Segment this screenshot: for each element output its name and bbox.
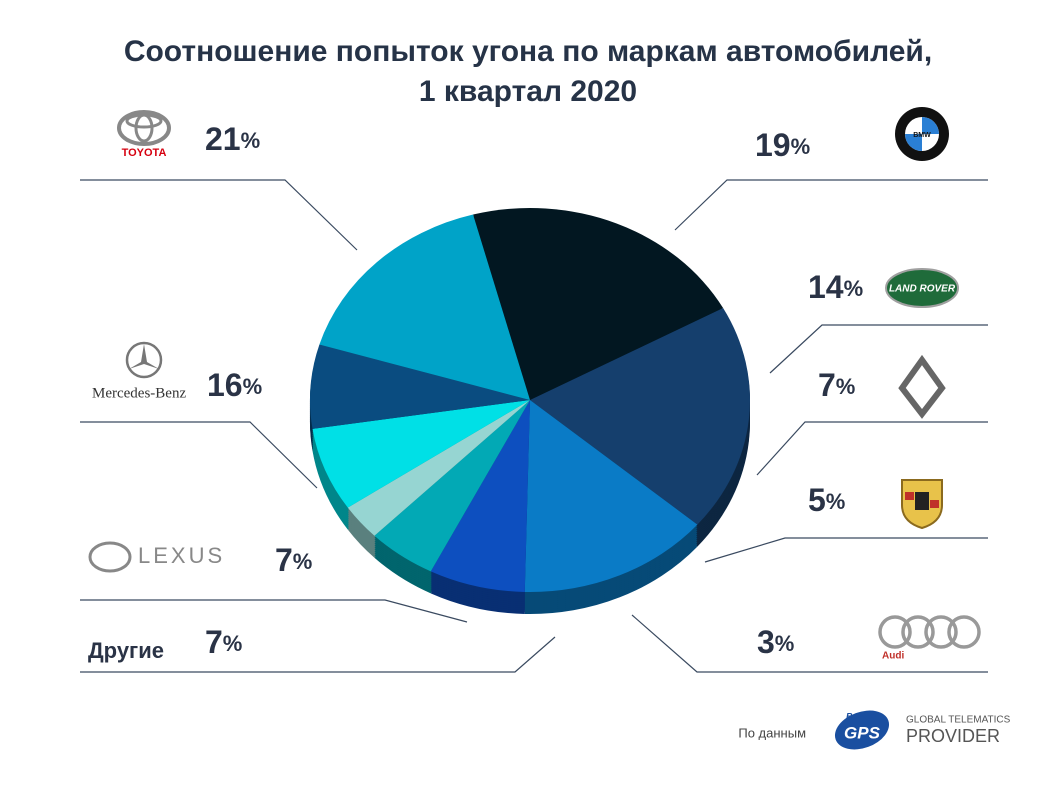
value-unit: % xyxy=(243,374,263,399)
category-label: BMW xyxy=(913,132,931,139)
value-label: 7% xyxy=(275,542,312,578)
value-label: 5% xyxy=(808,482,845,518)
value-number: 3 xyxy=(757,624,775,660)
leader-line xyxy=(674,179,988,231)
chart-subtitle: 1 квартал 2020 xyxy=(419,75,637,108)
value-number: 7 xyxy=(275,542,293,578)
leader-line xyxy=(80,179,358,251)
slice xyxy=(310,344,530,429)
slice xyxy=(524,400,698,592)
value-unit: % xyxy=(293,549,313,574)
category-label: Audi xyxy=(882,651,904,662)
value-unit: % xyxy=(791,134,811,159)
renault-logo xyxy=(898,354,946,419)
category-label: LEXUS xyxy=(138,543,225,568)
chart-title: Соотношение попыток угона по маркам авто… xyxy=(124,35,932,68)
source-brand-small: Benish xyxy=(846,711,877,721)
category-label: Mercedes-Benz xyxy=(92,385,186,401)
source-prefix: По данным xyxy=(738,725,806,740)
leader-line xyxy=(704,537,988,563)
land-rover-logo xyxy=(885,268,959,308)
audi-logo xyxy=(878,615,981,649)
value-number: 21 xyxy=(205,121,241,157)
value-number: 7 xyxy=(818,367,836,403)
source-tagline: GLOBAL TELEMATICS xyxy=(906,715,1011,726)
value-label: 3% xyxy=(757,624,794,660)
slice xyxy=(473,208,724,400)
value-unit: % xyxy=(826,489,846,514)
slice xyxy=(430,400,530,592)
source-tagline2: PROVIDER xyxy=(906,726,1000,746)
slice xyxy=(319,214,530,400)
lexus-logo xyxy=(88,541,132,573)
category-label: Другие xyxy=(88,638,164,663)
value-unit: % xyxy=(241,128,261,153)
source-brand: GPS xyxy=(844,723,881,742)
category-label: TOYOTA xyxy=(122,147,167,159)
value-number: 19 xyxy=(755,127,791,163)
value-label: 19% xyxy=(755,127,810,163)
leader-line xyxy=(631,614,988,673)
leader-line xyxy=(80,599,468,623)
slice xyxy=(374,400,530,572)
leader-line xyxy=(756,421,988,476)
leader-line xyxy=(769,324,988,374)
value-unit: % xyxy=(836,374,856,399)
bmw-logo xyxy=(895,107,949,161)
value-number: 16 xyxy=(207,367,243,403)
value-number: 14 xyxy=(808,269,844,305)
mercedes-logo xyxy=(125,341,163,379)
gps-logo xyxy=(834,710,890,750)
slice xyxy=(530,307,750,525)
value-label: 7% xyxy=(818,367,855,403)
value-unit: % xyxy=(844,276,864,301)
pie xyxy=(310,208,750,592)
toyota-logo xyxy=(117,110,171,146)
value-label: 21% xyxy=(205,121,260,157)
value-label: 7% xyxy=(205,624,242,660)
value-label: 14% xyxy=(808,269,863,305)
value-label: 16% xyxy=(207,367,262,403)
value-unit: % xyxy=(223,631,243,656)
porsche-logo xyxy=(901,479,943,530)
slice xyxy=(347,400,530,536)
value-number: 7 xyxy=(205,624,223,660)
value-unit: % xyxy=(775,631,795,656)
leader-line xyxy=(80,421,318,489)
value-number: 5 xyxy=(808,482,826,518)
category-label: LAND ROVER xyxy=(889,284,956,295)
slice xyxy=(312,400,530,508)
leader-line xyxy=(80,636,556,673)
